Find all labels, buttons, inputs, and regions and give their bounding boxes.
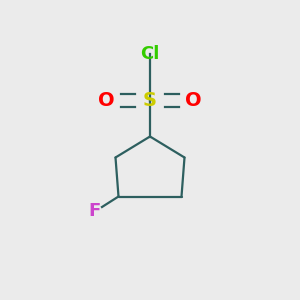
- Text: Cl: Cl: [140, 45, 160, 63]
- Text: O: O: [98, 91, 115, 110]
- Text: F: F: [88, 202, 101, 220]
- Text: O: O: [185, 91, 202, 110]
- Text: S: S: [143, 91, 157, 110]
